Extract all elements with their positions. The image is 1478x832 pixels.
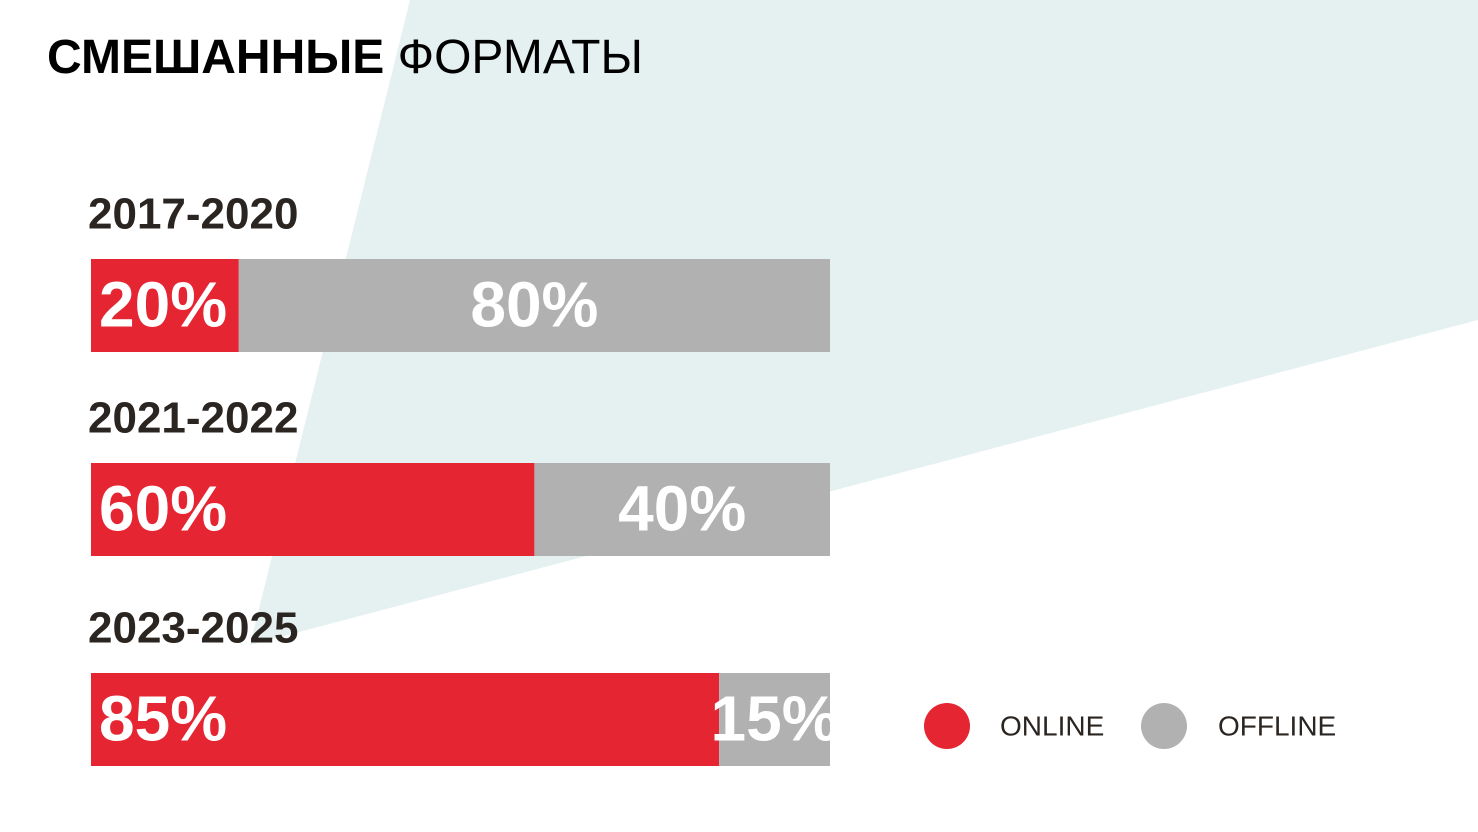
value-label: 60%	[99, 472, 227, 544]
category-label: 2017-2020	[88, 190, 298, 239]
bar-segment	[91, 259, 239, 352]
value-label: 40%	[618, 472, 746, 544]
legend-label: ONLINE	[1000, 710, 1104, 741]
bar-segment	[91, 673, 720, 766]
category-label: 2021-2022	[88, 394, 298, 443]
legend-marker	[924, 703, 970, 749]
legend-marker	[1141, 703, 1187, 749]
chart-title: СМЕШАННЫЕ ФОРМАТЫ	[47, 31, 643, 84]
value-label: 80%	[470, 268, 598, 340]
value-label: 85%	[99, 682, 227, 754]
value-label: 15%	[711, 682, 839, 754]
bar-segment	[534, 463, 830, 556]
bar-segment	[91, 463, 535, 556]
category-label: 2023-2025	[88, 604, 298, 653]
value-label: 20%	[99, 268, 227, 340]
bar-segment	[238, 259, 831, 352]
legend-label: OFFLINE	[1218, 710, 1336, 741]
bar-segment	[719, 673, 830, 766]
